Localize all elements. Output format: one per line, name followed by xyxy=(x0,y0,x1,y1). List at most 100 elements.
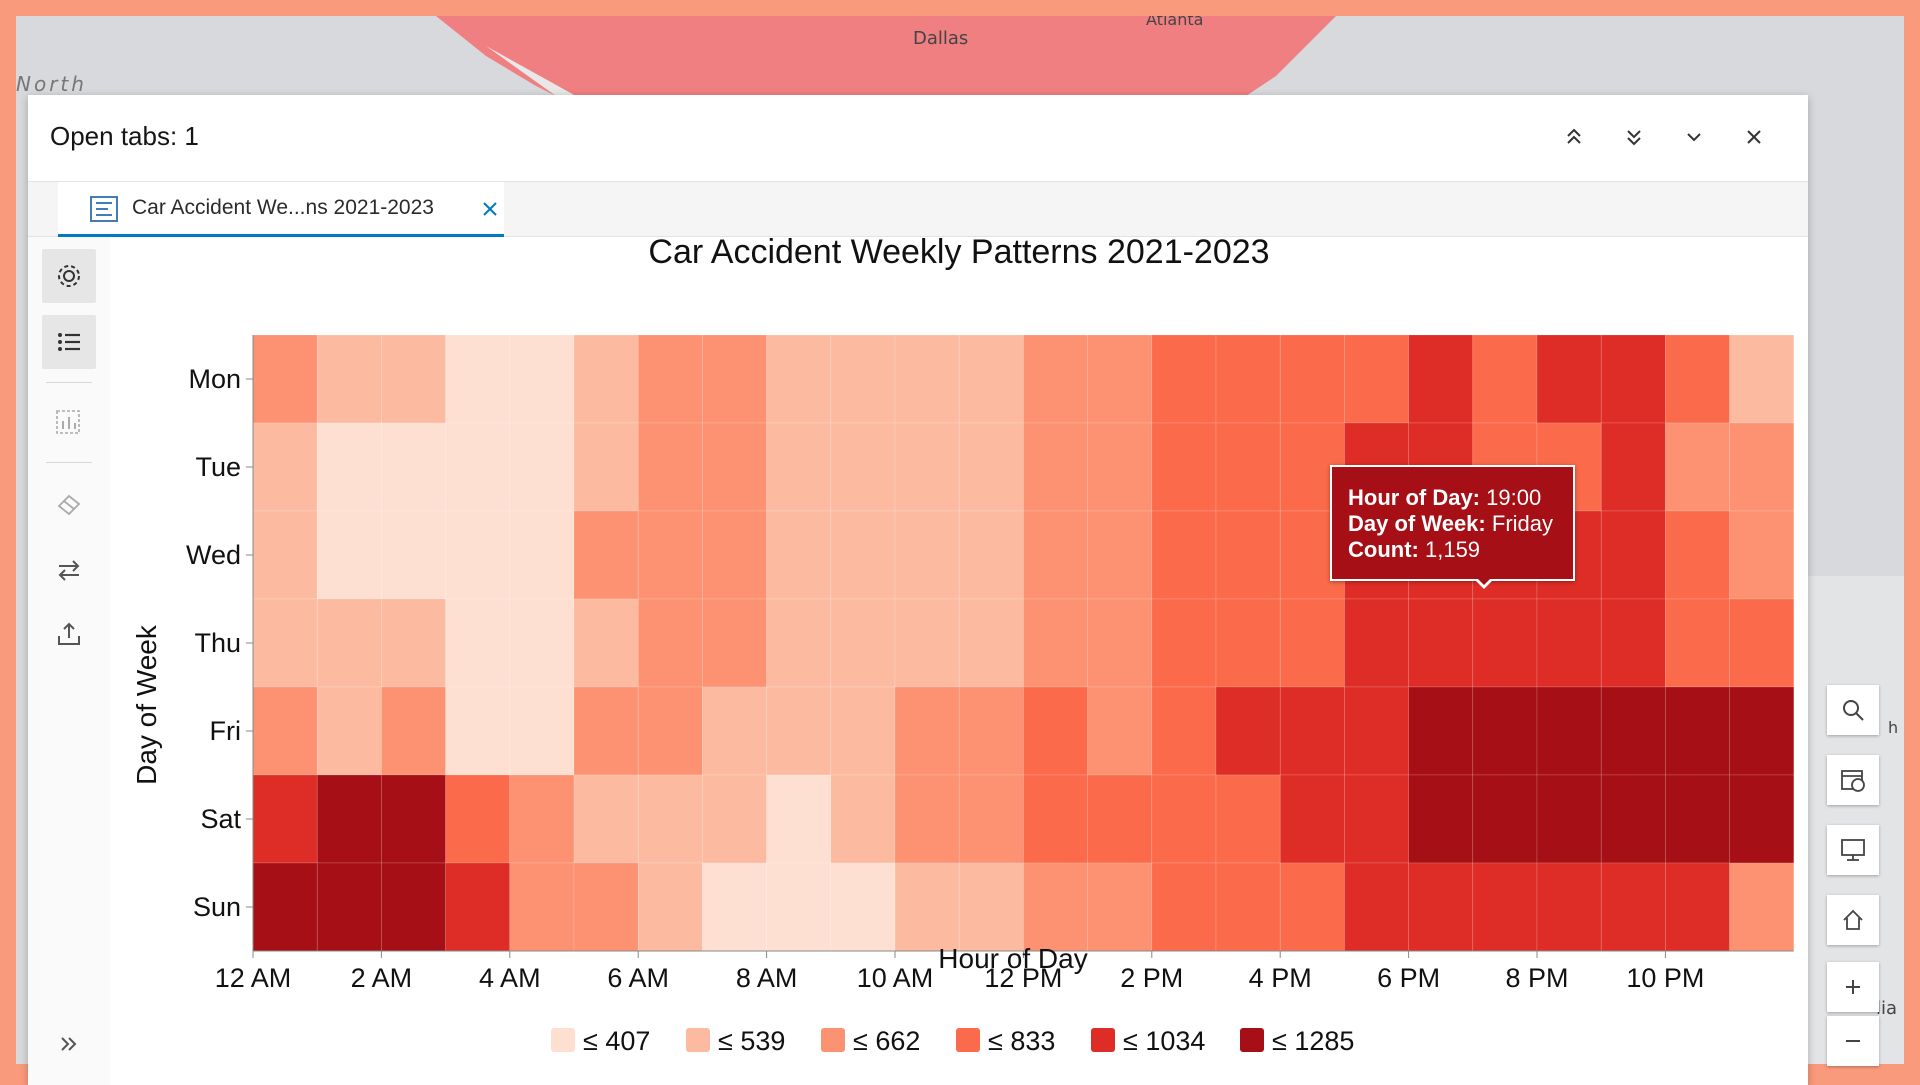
heatmap-cell-thu-23[interactable] xyxy=(1729,598,1795,688)
heatmap-cell-sun-5[interactable] xyxy=(573,862,639,952)
heatmap-cell-fri-22[interactable] xyxy=(1665,686,1730,776)
heatmap-cell-sat-8[interactable] xyxy=(766,774,832,864)
heatmap-cell-sat-11[interactable] xyxy=(958,774,1024,864)
switch-selection-button[interactable] xyxy=(42,543,96,597)
heatmap-cell-fri-7[interactable] xyxy=(702,686,767,776)
heatmap-cell-wed-22[interactable] xyxy=(1665,510,1730,600)
heatmap-cell-mon-8[interactable] xyxy=(766,334,832,424)
heatmap-cell-wed-13[interactable] xyxy=(1087,510,1153,600)
export-button[interactable] xyxy=(42,607,96,661)
heatmap-cell-wed-23[interactable] xyxy=(1729,510,1795,600)
heatmap-cell-sat-9[interactable] xyxy=(830,774,896,864)
heatmap-cell-fri-19[interactable] xyxy=(1472,686,1538,776)
heatmap-cell-sun-3[interactable] xyxy=(445,862,511,952)
heatmap-cell-tue-3[interactable] xyxy=(445,422,511,512)
heatmap-cell-sat-20[interactable] xyxy=(1536,774,1602,864)
heatmap-cell-tue-21[interactable] xyxy=(1600,422,1666,512)
heatmap-cell-mon-17[interactable] xyxy=(1344,334,1409,424)
heatmap-cell-fri-8[interactable] xyxy=(766,686,832,776)
heatmap-cell-sat-1[interactable] xyxy=(316,774,382,864)
heatmap-cell-sun-4[interactable] xyxy=(509,862,575,952)
heatmap-cell-tue-2[interactable] xyxy=(381,422,446,512)
heatmap-cell-mon-9[interactable] xyxy=(830,334,896,424)
heatmap-cell-fri-16[interactable] xyxy=(1279,686,1345,776)
heatmap-cell-tue-10[interactable] xyxy=(894,422,960,512)
heatmap-cell-wed-11[interactable] xyxy=(958,510,1024,600)
heatmap-cell-sun-16[interactable] xyxy=(1279,862,1345,952)
heatmap-cell-fri-4[interactable] xyxy=(509,686,575,776)
heatmap-cell-wed-2[interactable] xyxy=(381,510,446,600)
heatmap-cell-mon-12[interactable] xyxy=(1023,334,1088,424)
heatmap-cell-mon-13[interactable] xyxy=(1087,334,1153,424)
heatmap-cell-thu-21[interactable] xyxy=(1600,598,1666,688)
heatmap-cell-sun-14[interactable] xyxy=(1151,862,1217,952)
heatmap-cell-thu-6[interactable] xyxy=(637,598,703,688)
legend-list-button[interactable] xyxy=(42,315,96,369)
heatmap-cell-thu-18[interactable] xyxy=(1408,598,1474,688)
heatmap-cell-mon-6[interactable] xyxy=(637,334,703,424)
heatmap-cell-wed-12[interactable] xyxy=(1023,510,1088,600)
heatmap-cell-tue-6[interactable] xyxy=(637,422,703,512)
heatmap-cell-fri-20[interactable] xyxy=(1536,686,1602,776)
heatmap-cell-sat-2[interactable] xyxy=(381,774,446,864)
legend-swatch[interactable] xyxy=(956,1028,980,1052)
heatmap-cells[interactable] xyxy=(252,334,1795,952)
heatmap-cell-fri-18[interactable] xyxy=(1408,686,1474,776)
heatmap-cell-thu-22[interactable] xyxy=(1665,598,1730,688)
heatmap-cell-thu-3[interactable] xyxy=(445,598,511,688)
minimize-button[interactable] xyxy=(1676,119,1712,155)
heatmap-cell-sun-11[interactable] xyxy=(958,862,1024,952)
legend-swatch[interactable] xyxy=(1091,1028,1115,1052)
heatmap-cell-mon-23[interactable] xyxy=(1729,334,1795,424)
legend-swatch[interactable] xyxy=(821,1028,845,1052)
legend-swatch[interactable] xyxy=(686,1028,710,1052)
heatmap-cell-sat-13[interactable] xyxy=(1087,774,1153,864)
heatmap-cell-sun-8[interactable] xyxy=(766,862,832,952)
heatmap-cell-wed-9[interactable] xyxy=(830,510,896,600)
heatmap-cell-thu-8[interactable] xyxy=(766,598,832,688)
heatmap-cell-tue-11[interactable] xyxy=(958,422,1024,512)
heatmap-cell-thu-2[interactable] xyxy=(381,598,446,688)
heatmap-cell-thu-16[interactable] xyxy=(1279,598,1345,688)
heatmap-cell-sat-3[interactable] xyxy=(445,774,511,864)
heatmap-cell-fri-10[interactable] xyxy=(894,686,960,776)
heatmap-cell-mon-14[interactable] xyxy=(1151,334,1217,424)
heatmap-cell-sun-1[interactable] xyxy=(316,862,382,952)
heatmap-cell-mon-15[interactable] xyxy=(1215,334,1281,424)
heatmap-cell-mon-7[interactable] xyxy=(702,334,767,424)
heatmap-cell-sun-13[interactable] xyxy=(1087,862,1153,952)
map-zoom-in-button[interactable] xyxy=(1827,962,1879,1012)
heatmap-cell-wed-7[interactable] xyxy=(702,510,767,600)
heatmap-cell-wed-3[interactable] xyxy=(445,510,511,600)
heatmap-cell-wed-14[interactable] xyxy=(1151,510,1217,600)
heatmap-cell-mon-22[interactable] xyxy=(1665,334,1730,424)
heatmap-cell-sat-17[interactable] xyxy=(1344,774,1409,864)
heatmap-cell-fri-3[interactable] xyxy=(445,686,511,776)
heatmap-cell-fri-13[interactable] xyxy=(1087,686,1153,776)
heatmap-cell-sun-23[interactable] xyxy=(1729,862,1795,952)
heatmap-cell-mon-4[interactable] xyxy=(509,334,575,424)
heatmap-cell-fri-2[interactable] xyxy=(381,686,446,776)
heatmap-cell-thu-13[interactable] xyxy=(1087,598,1153,688)
heatmap-cell-wed-4[interactable] xyxy=(509,510,575,600)
heatmap-cell-sun-17[interactable] xyxy=(1344,862,1409,952)
heatmap-cell-tue-5[interactable] xyxy=(573,422,639,512)
heatmap-cell-thu-4[interactable] xyxy=(509,598,575,688)
heatmap-cell-mon-11[interactable] xyxy=(958,334,1024,424)
heatmap-cell-sat-14[interactable] xyxy=(1151,774,1217,864)
heatmap-cell-sun-7[interactable] xyxy=(702,862,767,952)
heatmap-cell-sat-16[interactable] xyxy=(1279,774,1345,864)
heatmap-cell-thu-7[interactable] xyxy=(702,598,767,688)
heatmap-cell-mon-19[interactable] xyxy=(1472,334,1538,424)
restore-button[interactable] xyxy=(1616,119,1652,155)
heatmap-cell-tue-0[interactable] xyxy=(252,422,318,512)
heatmap-cell-thu-19[interactable] xyxy=(1472,598,1538,688)
map-home-button[interactable] xyxy=(1827,895,1879,945)
heatmap-cell-tue-14[interactable] xyxy=(1151,422,1217,512)
heatmap-cell-fri-6[interactable] xyxy=(637,686,703,776)
tab-close-icon[interactable] xyxy=(478,194,502,222)
map-display-button[interactable] xyxy=(1827,825,1879,875)
heatmap-cell-fri-23[interactable] xyxy=(1729,686,1795,776)
heatmap-cell-mon-1[interactable] xyxy=(316,334,382,424)
heatmap-cell-sun-2[interactable] xyxy=(381,862,446,952)
